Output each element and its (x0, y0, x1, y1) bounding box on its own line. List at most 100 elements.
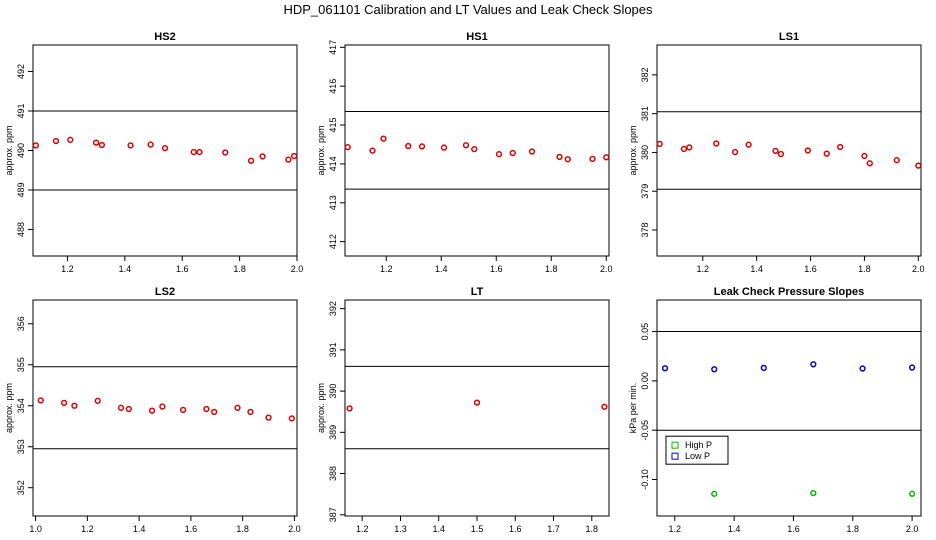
data-point (247, 408, 254, 416)
data-point (127, 142, 134, 149)
data-point (777, 150, 785, 158)
data-point (405, 142, 412, 150)
data-point (564, 156, 571, 163)
data-point (94, 397, 101, 404)
data-point (190, 148, 197, 156)
x-tick-label: 1.6 (490, 264, 503, 274)
data-point (60, 399, 68, 407)
x-tick-label: 1.8 (236, 524, 249, 534)
panel-6: Leak Check Pressure Slopes 1.2 1.4 1.6 1.8 2.… (628, 286, 922, 534)
data-point (369, 147, 376, 154)
y-axis-label: approx. ppm (4, 383, 14, 433)
y-tick-label: 352 (16, 480, 26, 495)
data-point (908, 364, 916, 371)
y-tick-label: 0.05 (640, 323, 650, 341)
data-point (117, 404, 125, 411)
y-axis-label: approx. ppm (316, 383, 326, 433)
data-point (589, 155, 596, 163)
y-tick-label: 387 (328, 507, 338, 522)
data-point (462, 142, 470, 149)
figure-title: HDP_061101 Calibration and LT Values and… (283, 2, 653, 17)
y-tick-label: 388 (328, 466, 338, 481)
data-point (509, 149, 516, 157)
data-point (603, 154, 610, 161)
y-tick-label: 413 (328, 195, 338, 210)
data-point (344, 144, 351, 151)
data-point (147, 141, 154, 148)
x-tick-label: 1.6 (804, 264, 817, 274)
data-point (196, 148, 203, 156)
panel-1: HS2 1.2 1.4 1.6 1.8 2.0 488 489 490 491 492 approx.… (4, 31, 303, 274)
x-tick-label: 1.8 (586, 524, 599, 534)
x-tick-label: 1.2 (356, 524, 369, 534)
y-tick-label: 415 (328, 118, 338, 133)
data-point (556, 153, 563, 161)
y-tick-label: -0.05 (640, 420, 650, 441)
data-point (601, 403, 608, 410)
data-point (893, 157, 900, 164)
plot-frame (656, 44, 922, 257)
y-tick-label: 0.00 (640, 372, 650, 390)
x-tick-label: 1.5 (471, 524, 484, 534)
x-tick-label: 2.0 (291, 264, 304, 274)
x-tick-label: 1.2 (81, 524, 94, 534)
y-axis-label: kPa per min. (628, 383, 638, 434)
y-tick-label: 356 (16, 316, 26, 331)
data-point (234, 404, 241, 411)
y-tick-label: 379 (640, 184, 650, 199)
data-point (686, 144, 693, 151)
data-point (265, 414, 272, 421)
y-tick-label: 416 (328, 79, 338, 94)
data-point (67, 136, 74, 143)
y-tick-label: 414 (328, 156, 338, 171)
data-point (211, 408, 218, 416)
legend-swatch (671, 452, 679, 460)
data-point (418, 143, 426, 150)
y-tick-label: 489 (16, 182, 26, 197)
y-tick-label: 392 (328, 301, 338, 316)
panel-title: HS2 (154, 31, 175, 43)
x-tick-label: 1.3 (394, 524, 407, 534)
data-point (473, 399, 481, 406)
y-tick-label: 355 (16, 357, 26, 372)
x-tick-label: 1.0 (29, 524, 42, 534)
data-point (908, 490, 916, 497)
data-point (290, 152, 298, 160)
x-tick-label: 1.6 (787, 524, 800, 534)
data-point (92, 139, 100, 146)
x-tick-label: 1.4 (728, 524, 741, 534)
x-tick-label: 1.8 (545, 264, 558, 274)
legend-label: Low P (685, 451, 710, 461)
data-point (159, 403, 166, 410)
y-tick-label: -0.10 (640, 469, 650, 490)
y-tick-label: 381 (640, 106, 650, 121)
legend-swatch (671, 441, 679, 449)
x-tick-label: 2.0 (912, 264, 925, 274)
data-point (148, 407, 156, 414)
x-tick-label: 1.2 (669, 524, 682, 534)
data-point (247, 157, 255, 164)
data-point (915, 162, 922, 169)
data-point (98, 141, 106, 149)
x-tick-label: 1.6 (176, 264, 189, 274)
x-tick-label: 1.4 (119, 264, 132, 274)
x-tick-label: 2.0 (288, 524, 301, 534)
y-tick-label: 382 (640, 67, 650, 82)
y-tick-label: 390 (328, 384, 338, 399)
y-tick-label: 417 (328, 40, 338, 55)
data-point (810, 361, 817, 368)
data-point (222, 149, 229, 156)
panel-title: LS1 (779, 31, 799, 43)
data-point (760, 364, 767, 372)
panel-title: HS1 (466, 31, 487, 43)
data-point (804, 147, 812, 154)
x-tick-label: 1.2 (61, 264, 74, 274)
panel-2: HS1 1.2 1.4 1.6 1.8 2.0 412 413 414 415 416 417 appr… (316, 31, 613, 274)
y-axis-label: approx. ppm (316, 125, 326, 175)
x-tick-label: 1.8 (847, 524, 860, 534)
x-tick-label: 2.0 (906, 524, 919, 534)
plot-frame (344, 299, 610, 517)
data-point (861, 152, 868, 160)
